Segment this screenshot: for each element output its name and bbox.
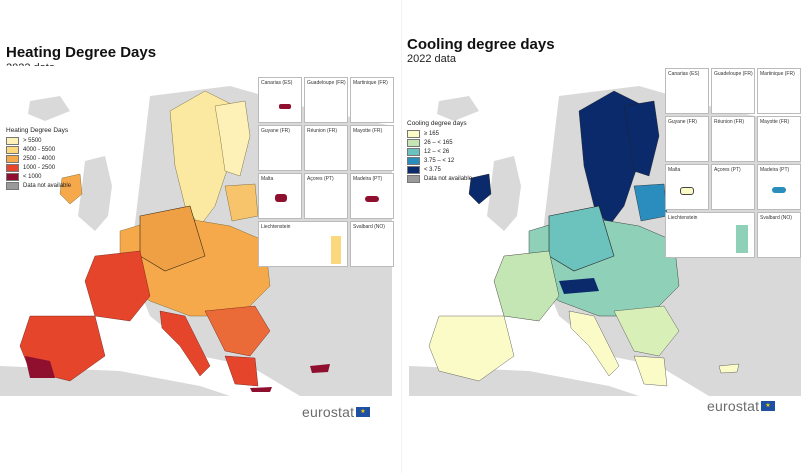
legend-title: Cooling degree days: [407, 120, 467, 127]
eu-flag-icon: [761, 401, 776, 411]
inset-acores: Açores (PT): [304, 173, 348, 219]
map-title: Heating Degree Days: [6, 44, 157, 61]
italy: [568, 310, 620, 377]
legend-item: 4000 - 5500: [6, 145, 71, 154]
iberia-south: [25, 356, 55, 378]
inset-madeira: Madeira (PT): [350, 173, 394, 219]
crete: [250, 387, 272, 392]
inset-madeira: Madeira (PT): [757, 164, 801, 210]
legend-item: 3.75 – < 12: [407, 156, 472, 165]
legend-item: < 1000: [6, 172, 71, 181]
inset-guyane: Guyane (FR): [258, 125, 302, 171]
legend-title: Heating Degree Days: [6, 127, 69, 134]
finland: [623, 100, 660, 177]
inset-liechtenstein: Liechtenstein: [665, 212, 755, 258]
legend: Heating Degree Days > 5500 4000 - 5500 2…: [6, 127, 71, 190]
map-title: Cooling degree days: [407, 36, 555, 53]
legend-swatch: [6, 145, 19, 154]
inset-malta: Malta: [665, 164, 709, 210]
legend-swatch: [407, 174, 420, 183]
cyprus: [310, 364, 330, 373]
inset-martinique: Martinique (FR): [757, 68, 801, 114]
inset-malta: Malta: [258, 173, 302, 219]
inset-reunion: Réunion (FR): [711, 116, 755, 162]
legend-swatch: [6, 181, 19, 190]
balkans: [613, 305, 680, 357]
inset-guyane: Guyane (FR): [665, 116, 709, 162]
inset-mayotte: Mayotte (FR): [350, 125, 394, 171]
inset-maps: Canarias (ES) Guadeloupe (FR) Martinique…: [258, 77, 394, 267]
legend-item: Data not available: [6, 181, 71, 190]
benelux-germany: [548, 205, 615, 272]
legend: Cooling degree days ≥ 165 26 – < 165 12 …: [407, 120, 472, 183]
inset-canarias: Canarias (ES): [665, 68, 709, 114]
ireland: [468, 173, 492, 205]
uk-land: [78, 156, 112, 231]
iceland-land: [437, 96, 479, 121]
legend-item: ≥ 165: [407, 129, 472, 138]
france: [493, 250, 560, 322]
legend-swatch: [6, 163, 19, 172]
inset-maps: Canarias (ES) Guadeloupe (FR) Martinique…: [665, 68, 801, 258]
italy: [159, 310, 211, 377]
ireland: [59, 173, 83, 205]
legend-swatch: [407, 156, 420, 165]
legend-item: 12 – < 26: [407, 147, 472, 156]
greece: [633, 355, 668, 387]
inset-reunion: Réunion (FR): [304, 125, 348, 171]
legend-item: < 3.75: [407, 165, 472, 174]
france: [84, 250, 151, 322]
legend-item: 2500 - 4000: [6, 154, 71, 163]
legend-swatch: [6, 154, 19, 163]
greece: [224, 355, 259, 387]
inset-liechtenstein: Liechtenstein: [258, 221, 348, 267]
legend-swatch: [407, 147, 420, 156]
inset-martinique: Martinique (FR): [350, 77, 394, 123]
inset-canarias: Canarias (ES): [258, 77, 302, 123]
legend-item: > 5500: [6, 136, 71, 145]
legend-swatch: [407, 129, 420, 138]
legend-swatch: [407, 138, 420, 147]
benelux-germany: [139, 205, 206, 272]
inset-mayotte: Mayotte (FR): [757, 116, 801, 162]
uk-land: [487, 156, 521, 231]
inset-svalbard: Svalbard (NO): [757, 212, 801, 258]
heating-map-panel: Heating Degree Days 2022 data Heating De…: [0, 0, 402, 473]
alps: [559, 278, 599, 294]
cyprus: [718, 363, 740, 374]
legend-swatch: [407, 165, 420, 174]
inset-svalbard: Svalbard (NO): [350, 221, 394, 267]
iberia: [428, 315, 515, 382]
legend-swatch: [6, 136, 19, 145]
eurostat-logo: eurostat: [302, 404, 371, 420]
eu-flag-icon: [356, 407, 371, 417]
finland: [214, 100, 251, 177]
cooling-map-panel: Cooling degree days 2022 data Cooling de…: [403, 0, 805, 473]
balkans: [204, 305, 271, 357]
inset-guadeloupe: Guadeloupe (FR): [304, 77, 348, 123]
legend-item: 1000 - 2500: [6, 163, 71, 172]
inset-acores: Açores (PT): [711, 164, 755, 210]
iceland-land: [28, 96, 70, 121]
map-subtitle: 2022 data: [407, 53, 456, 65]
legend-swatch: [6, 172, 19, 181]
eurostat-logo: eurostat: [707, 398, 776, 414]
inset-guadeloupe: Guadeloupe (FR): [711, 68, 755, 114]
legend-item: Data not available: [407, 174, 472, 183]
panel-divider: [401, 0, 402, 473]
legend-item: 26 – < 165: [407, 138, 472, 147]
